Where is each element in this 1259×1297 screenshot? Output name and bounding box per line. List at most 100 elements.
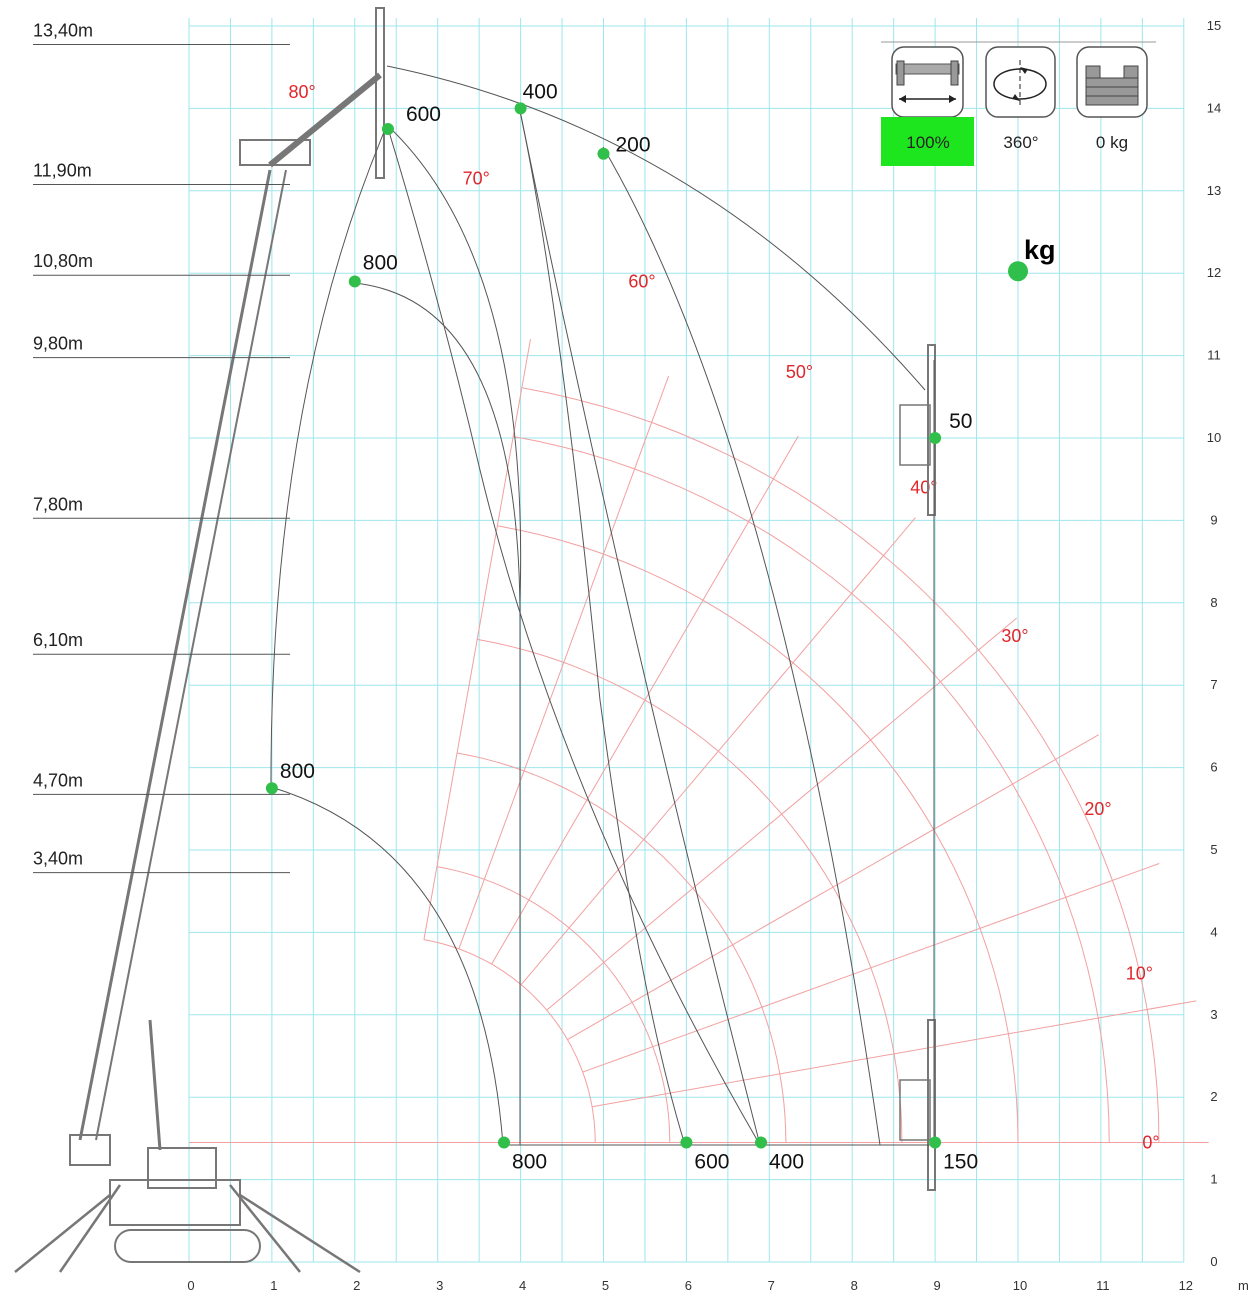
y-tick-label: 10 — [1207, 430, 1221, 445]
height-label: 13,40m — [33, 20, 93, 40]
capacity-label: 200 — [616, 134, 651, 157]
basket — [375, 7, 385, 179]
capacity-label: 800 — [512, 1151, 547, 1174]
weight-block — [1085, 95, 1139, 106]
grid — [188, 18, 1185, 1263]
y-tick-label: 15 — [1207, 18, 1221, 33]
capacity-point — [929, 1136, 942, 1149]
angle-label: 60° — [628, 271, 655, 291]
outrigger-beam — [895, 63, 960, 75]
x-tick-label: 10 — [1013, 1278, 1027, 1293]
angle-label: 80° — [288, 82, 315, 102]
y-tick-label: 0 — [1210, 1254, 1217, 1269]
angle-label: 50° — [786, 362, 813, 382]
load-curve — [270, 786, 504, 1146]
outrigger-leg — [14, 1194, 111, 1273]
x-tick-label: 11 — [1096, 1278, 1110, 1293]
basket-gear — [899, 404, 931, 466]
capacity-label: 400 — [769, 1151, 804, 1174]
outrigger-leg-left — [896, 60, 905, 86]
rotation-icon[interactable] — [985, 46, 1056, 118]
capacity-label: 800 — [363, 251, 398, 274]
x-tick-label: 4 — [519, 1278, 526, 1293]
crane-silhouette — [14, 7, 936, 1274]
rotation-control[interactable]: 360° — [985, 46, 1056, 152]
weight-block — [1085, 77, 1139, 88]
load-curve — [602, 146, 881, 1146]
height-label: 7,80m — [33, 494, 83, 514]
angle-ray — [546, 617, 1017, 1011]
x-tick-label: 2 — [353, 1278, 360, 1293]
load-curves — [270, 65, 935, 1146]
angle-ray — [591, 1000, 1197, 1108]
angle-label: 10° — [1126, 964, 1153, 984]
capacity-point — [680, 1136, 693, 1149]
height-labels: 13,40m 11,90m 10,80m 9,80m 7,80m 6,10m 4,70m 3,… — [33, 20, 290, 874]
rotation-value: 360° — [1003, 133, 1038, 152]
capacity-point — [381, 123, 394, 135]
capacity-label: 150 — [943, 1151, 978, 1174]
load-curve — [519, 110, 686, 1146]
y-tick-label: 7 — [1210, 677, 1217, 692]
x-tick-label: 6 — [685, 1278, 692, 1293]
capacity-point — [929, 432, 942, 444]
capacity-label: 800 — [280, 760, 315, 783]
y-tick-label: 3 — [1210, 1007, 1217, 1022]
x-unit-label: m — [1238, 1278, 1249, 1293]
x-tick-label: 7 — [768, 1278, 775, 1293]
basket — [927, 1019, 936, 1191]
height-label: 9,80m — [33, 334, 83, 354]
x-tick-label: 5 — [602, 1278, 609, 1293]
angle-label: 30° — [1001, 626, 1028, 646]
capacity-label: 600 — [406, 103, 441, 126]
counterweight-control[interactable]: 0 kg — [1076, 46, 1148, 152]
outrigger-leg-right — [950, 60, 959, 86]
height-label: 10,80m — [33, 251, 93, 271]
load-curve — [386, 124, 761, 1146]
boom-base — [69, 1134, 111, 1166]
capacity-point — [498, 1136, 511, 1149]
capacity-point — [755, 1136, 768, 1149]
height-label: 11,90m — [33, 161, 92, 181]
capacity-point — [597, 147, 610, 160]
rotation-arrowheads — [1012, 67, 1028, 101]
boom-head — [239, 139, 311, 166]
chassis — [109, 1179, 241, 1226]
x-tick-label: 8 — [851, 1278, 858, 1293]
outrigger-highlight — [881, 117, 974, 166]
legend-label: kg — [1024, 235, 1056, 265]
y-tick-label: 4 — [1210, 924, 1217, 939]
capacity-label: 50 — [949, 410, 972, 433]
capacity-point — [348, 275, 361, 288]
height-label: 3,40m — [33, 849, 83, 869]
turret — [147, 1147, 217, 1189]
outrigger-value: 100% — [906, 133, 949, 152]
outrigger-control[interactable]: 100% — [881, 46, 974, 166]
load-curve — [270, 124, 388, 788]
weight-block — [1085, 86, 1139, 97]
y-tick-label: 6 — [1210, 760, 1217, 775]
angle-label: 70° — [463, 168, 490, 188]
height-label: 4,70m — [33, 770, 83, 790]
jib — [268, 72, 382, 168]
y-tick-label: 8 — [1210, 595, 1217, 610]
angle-ray — [582, 863, 1160, 1073]
capacity-point — [265, 782, 278, 795]
load-curve — [519, 110, 761, 1146]
capacity-points: 600 400 200 800 800 50 800 600 400 150 kg — [265, 80, 1056, 1174]
radius-arc — [423, 939, 596, 1143]
outrigger-leg — [58, 1184, 122, 1273]
counterweight-value: 0 kg — [1096, 133, 1128, 152]
y-tick-label: 1 — [1210, 1172, 1217, 1187]
load-curve — [353, 282, 521, 621]
load-curve — [386, 124, 522, 1145]
boom — [78, 169, 272, 1141]
x-tick-label: 0 — [187, 1278, 194, 1293]
x-tick-label: 3 — [436, 1278, 443, 1293]
basket-gear — [899, 1079, 931, 1141]
angle-guides: 0° 10° 20° 30° 40° 50° 60° 70° 80° — [189, 82, 1209, 1153]
angle-label: 20° — [1084, 799, 1111, 819]
capacity-point — [514, 102, 527, 115]
